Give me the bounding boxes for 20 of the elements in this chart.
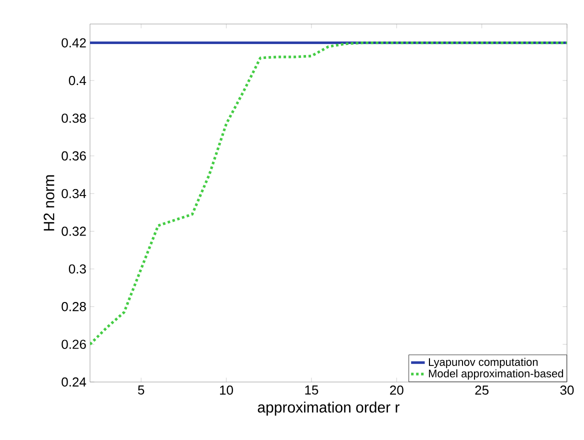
y-tick-label: 0.36 [62, 151, 86, 160]
y-axis-title: H2 norm [44, 175, 54, 231]
x-tick-label: 25 [475, 386, 488, 395]
x-tick-label: 5 [138, 386, 144, 395]
y-tick-label: 0.34 [62, 188, 86, 198]
y-tick-label: 0.4 [68, 76, 86, 86]
y-tick-label: 0.38 [62, 114, 86, 123]
x-tick-label: 30 [560, 386, 574, 395]
y-tick-label: 0.26 [62, 340, 86, 349]
x-tick-label: 20 [390, 386, 404, 395]
x-tick-label: 10 [220, 386, 234, 395]
y-tick-label: 0.28 [62, 302, 86, 312]
y-tick-label: 0.3 [68, 264, 86, 274]
y-tick-label: 0.32 [62, 226, 86, 236]
x-axis-title: approximation order r [258, 402, 400, 416]
legend-label: Model approximation-based [428, 369, 564, 380]
legend-label: Lyapunov computation [428, 358, 538, 368]
x-tick-label: 15 [305, 386, 318, 395]
y-tick-label: 0.42 [62, 38, 86, 48]
y-tick-label: 0.24 [62, 377, 86, 387]
